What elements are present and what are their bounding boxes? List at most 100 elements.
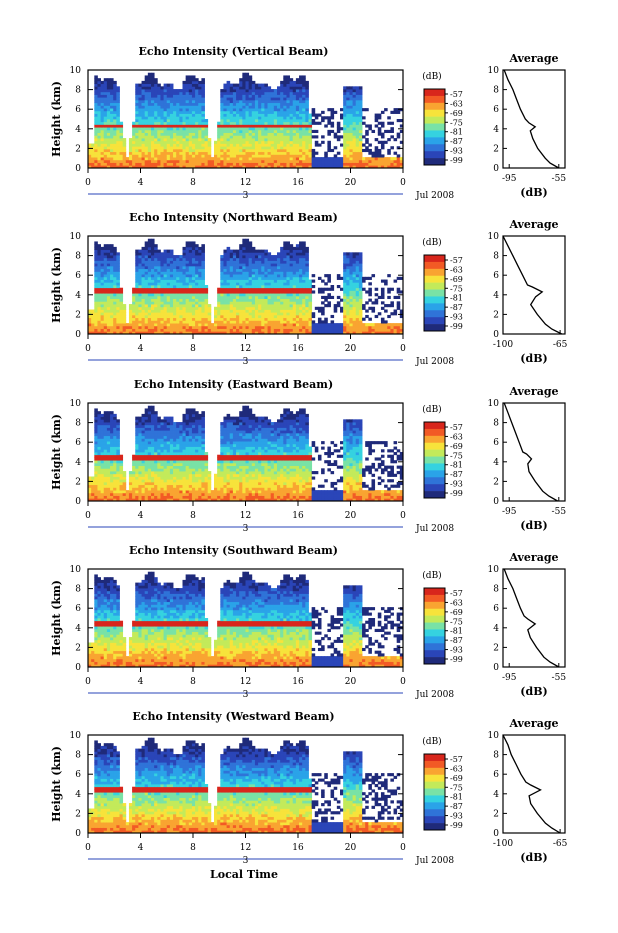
heatmap-cell [271, 285, 275, 288]
heatmap-cell [167, 122, 171, 125]
heatmap-cell [368, 144, 372, 147]
heatmap-cell [252, 103, 256, 106]
heatmap-cell [252, 312, 256, 315]
heatmap-cell [176, 111, 180, 114]
heatmap-cell [148, 75, 152, 78]
heatmap-cell [299, 114, 303, 117]
heatmap-cell [138, 100, 142, 103]
heatmap-cell [120, 320, 124, 323]
heatmap-cell [160, 252, 164, 255]
heatmap-cell [145, 299, 149, 302]
heatmap-cell [94, 310, 98, 313]
heatmap-cell [135, 152, 139, 155]
heatmap-cell [299, 108, 303, 111]
heatmap-cell [132, 296, 136, 299]
heatmap-cell [97, 269, 101, 272]
heatmap-cell [274, 103, 278, 106]
heatmap-cell [334, 135, 338, 138]
heatmap-cell [261, 127, 265, 130]
heatmap-cell [261, 119, 265, 122]
heatmap-cell [343, 320, 347, 323]
heatmap-cell [286, 318, 290, 321]
heatmap-cell [230, 119, 234, 122]
heatmap-cell [220, 318, 224, 321]
heatmap-cell [132, 149, 136, 152]
heatmap-cell [268, 144, 272, 147]
heatmap-cell [349, 111, 353, 114]
heatmap-cell [97, 116, 101, 119]
heatmap-cell [365, 138, 369, 141]
heatmap-cell [375, 116, 379, 119]
heatmap-cell [274, 310, 278, 313]
heatmap-cell [195, 149, 199, 152]
heatmap-cell [349, 122, 353, 125]
heatmap-cell [356, 282, 360, 285]
heatmap-cell [94, 318, 98, 321]
heatmap-cell [378, 323, 382, 326]
heatmap-cell [242, 241, 246, 244]
heatmap-cell [246, 239, 250, 242]
heatmap-cell [305, 133, 309, 136]
heatmap-cell [252, 81, 256, 84]
heatmap-cell [186, 92, 190, 95]
heatmap-cell [381, 280, 385, 283]
heatmap-cell [321, 290, 325, 293]
heatmap-cell [233, 315, 237, 318]
heatmap-cell [312, 285, 316, 288]
heatmap-cell [142, 154, 146, 157]
heatmap-cell [116, 133, 120, 136]
heatmap-cell [268, 296, 272, 299]
heatmap-cell [101, 290, 105, 293]
heatmap-cell [205, 320, 209, 323]
heatmap-cell [91, 154, 95, 157]
heatmap-cell [227, 293, 231, 296]
heatmap-cell [280, 285, 284, 288]
heatmap-cell [129, 157, 133, 160]
heatmap-cell [157, 144, 161, 147]
heatmap-cell [246, 108, 250, 111]
heatmap-cell [179, 152, 183, 155]
avg-y-tick-label: 8 [493, 86, 499, 96]
heatmap-cell [217, 152, 221, 155]
heatmap-cell [271, 138, 275, 141]
heatmap-cell [189, 130, 193, 133]
heatmap-cell [315, 307, 319, 310]
heatmap-cell [186, 116, 190, 119]
heatmap-cell [277, 86, 281, 89]
heatmap-cell [160, 154, 164, 157]
heatmap-cell [110, 307, 114, 310]
heatmap-cell [264, 86, 268, 89]
heatmap-cell [365, 130, 369, 133]
heatmap-cell [286, 116, 290, 119]
heatmap-cell [223, 282, 227, 285]
heatmap-cell [192, 329, 196, 332]
heatmap-cell [132, 154, 136, 157]
heatmap-cell [246, 124, 250, 127]
heatmap-cell [268, 304, 272, 307]
heatmap-cell [302, 258, 306, 261]
heatmap-cell [201, 323, 205, 326]
heatmap-cell [397, 119, 401, 122]
heatmap-cell [205, 127, 209, 130]
heatmap-cell [123, 304, 127, 307]
heatmap-cell [239, 146, 243, 149]
heatmap-cell [293, 310, 297, 313]
heatmap-cell [293, 271, 297, 274]
heatmap-cell [205, 310, 209, 313]
heatmap-cell [280, 323, 284, 326]
heatmap-cell [349, 116, 353, 119]
heatmap-cell [372, 152, 376, 155]
heatmap-cell [349, 157, 353, 160]
heatmap-cell [205, 119, 209, 122]
heatmap-cell [318, 160, 322, 163]
heatmap-cell [220, 130, 224, 133]
heatmap-cell [277, 127, 281, 130]
heatmap-cell [299, 92, 303, 95]
heatmap-cell [151, 127, 155, 130]
heatmap-cell [154, 266, 158, 269]
heatmap-cell [145, 127, 149, 130]
heatmap-cell [274, 160, 278, 163]
heatmap-cell [286, 135, 290, 138]
heatmap-cell [142, 280, 146, 283]
heatmap-cell [359, 149, 363, 152]
